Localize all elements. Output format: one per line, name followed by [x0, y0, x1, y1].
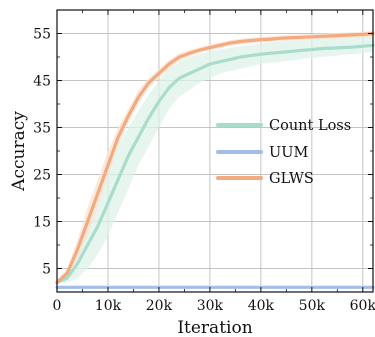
x-tick-label: 50k	[299, 298, 326, 314]
series-lines	[55, 31, 375, 289]
x-tick-label: 40k	[248, 298, 275, 314]
y-tick-labels: 5 15 25 35 45 55	[33, 27, 51, 278]
y-tick-label: 45	[33, 74, 51, 90]
x-tick-label: 10k	[95, 298, 122, 314]
legend-label-glws: GLWS	[269, 171, 314, 187]
x-axis-title: Iteration	[177, 318, 252, 337]
legend-label-count-loss: Count Loss	[269, 118, 351, 134]
count-loss-band	[57, 34, 373, 283]
y-tick-label: 25	[33, 168, 51, 184]
x-tick-label: 20k	[146, 298, 173, 314]
y-tick-label: 35	[33, 121, 51, 137]
y-tick-label: 55	[33, 27, 51, 43]
x-tick-label: 0	[53, 298, 62, 314]
x-tick-labels: 0 10k 20k 30k 40k 50k 60k	[53, 298, 375, 314]
y-tick-label: 15	[33, 215, 51, 231]
y-axis-title: Accuracy	[9, 111, 29, 192]
glws-line	[55, 31, 375, 285]
y-tick-label: 5	[42, 262, 51, 278]
count-loss-line	[55, 43, 375, 285]
legend: Count Loss UUM GLWS	[216, 118, 351, 187]
x-tick-label: 30k	[197, 298, 224, 314]
axis-ticks	[56, 9, 373, 293]
x-tick-label: 60k	[350, 298, 375, 314]
confidence-bands	[57, 30, 373, 283]
legend-label-uum: UUM	[269, 145, 308, 161]
